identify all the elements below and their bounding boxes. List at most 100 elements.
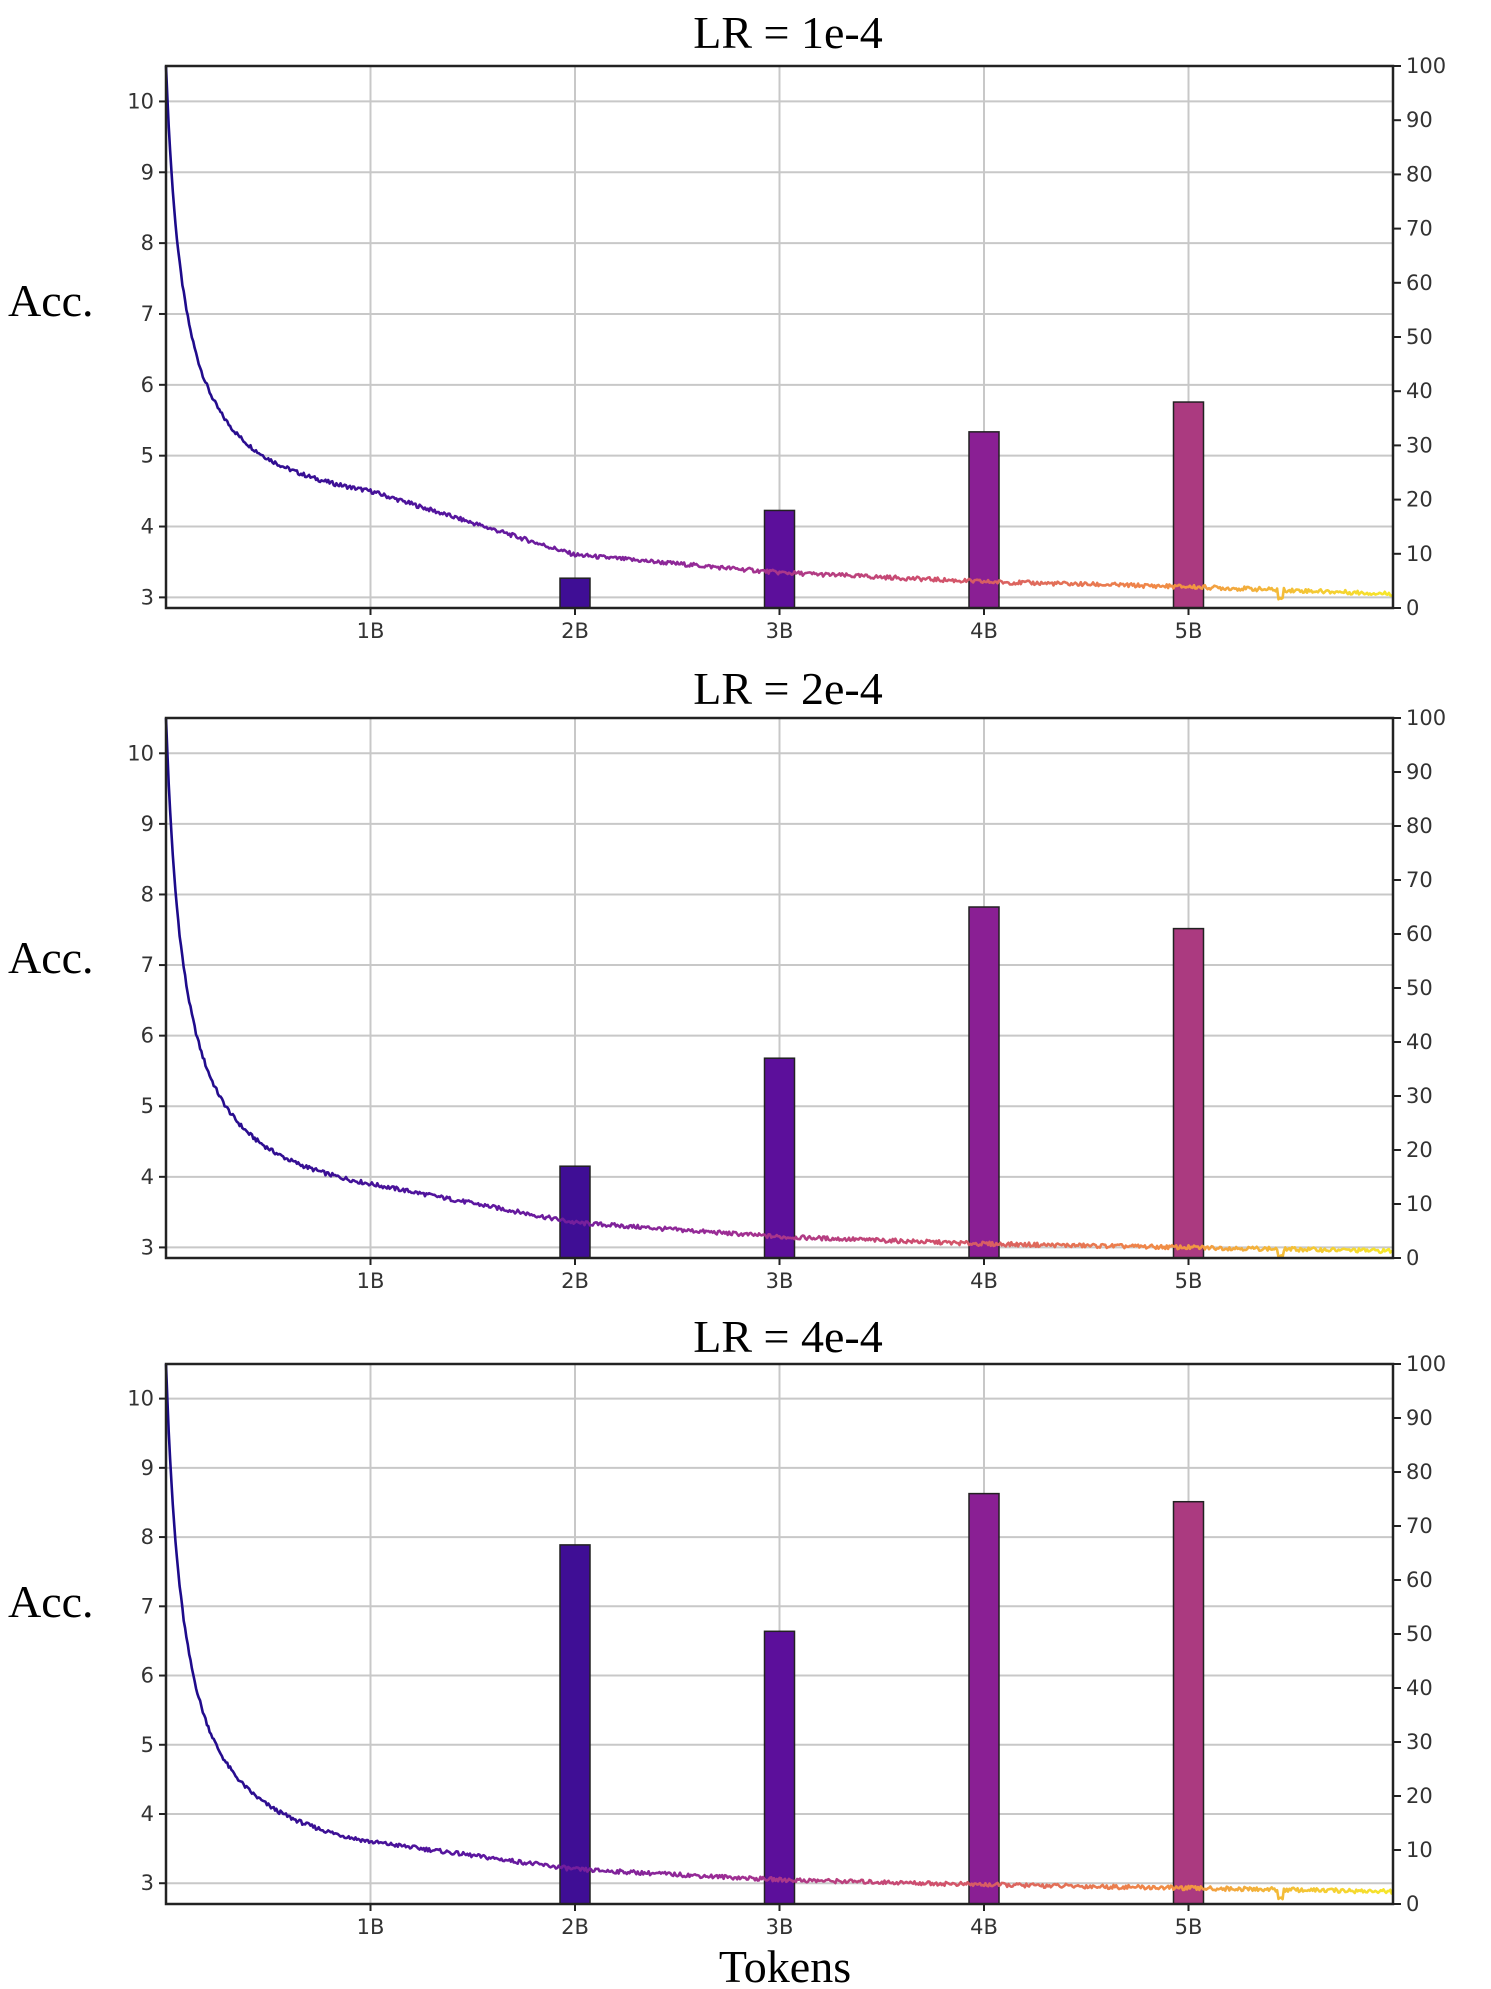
right-tick-label: 80	[1406, 162, 1433, 186]
right-tick-label: 80	[1406, 1460, 1433, 1484]
x-tick-label: 2B	[561, 619, 589, 643]
left-tick-label: 9	[141, 1456, 154, 1480]
axis-ticks: 1B 2B 3B 4B 5B345678910010203040506070809010…	[127, 1352, 1446, 1939]
left-tick-label: 9	[141, 812, 154, 836]
right-tick-label: 50	[1406, 325, 1433, 349]
x-tick-label: 2B	[561, 1915, 589, 1939]
right-tick-label: 0	[1406, 596, 1419, 620]
left-tick-label: 4	[141, 1802, 154, 1826]
loss-curve	[164, 1363, 1395, 1901]
accuracy-bar-5B	[1172, 401, 1205, 609]
right-tick-label: 50	[1406, 976, 1433, 1000]
accuracy-bar-3B	[763, 509, 796, 609]
right-tick-label: 0	[1406, 1246, 1419, 1270]
panel-lr-1e-4: LR = 1e-4 Acc. 1B 2B 3B 4B 5B345678910010203…	[8, 7, 1446, 643]
x-tick-label: 3B	[766, 1269, 794, 1293]
right-tick-label: 90	[1406, 1406, 1433, 1430]
x-tick-label: 5B	[1175, 1915, 1203, 1939]
x-tick-label: 1B	[357, 1269, 385, 1293]
x-tick-label: 1B	[357, 619, 385, 643]
accuracy-bar-2B	[559, 1165, 591, 1259]
left-tick-label: 8	[141, 1525, 154, 1549]
right-tick-label: 60	[1406, 1568, 1433, 1592]
accuracy-bar-3B	[763, 1630, 796, 1905]
right-tick-label: 90	[1406, 108, 1433, 132]
x-tick-label: 4B	[970, 619, 998, 643]
left-tick-label: 10	[127, 89, 154, 113]
right-tick-label: 30	[1406, 1730, 1433, 1754]
right-tick-label: 20	[1406, 1784, 1433, 1808]
panel-title: LR = 2e-4	[693, 663, 882, 714]
right-tick-label: 40	[1406, 1030, 1433, 1054]
right-tick-label: 90	[1406, 760, 1433, 784]
x-tick-label: 5B	[1175, 619, 1203, 643]
right-tick-label: 40	[1406, 1676, 1433, 1700]
left-tick-label: 3	[141, 1235, 154, 1259]
left-tick-label: 8	[141, 231, 154, 255]
right-tick-label: 60	[1406, 922, 1433, 946]
loss-curve-line	[164, 65, 1394, 601]
accuracy-bar-2B	[559, 1544, 591, 1905]
left-tick-label: 10	[127, 741, 154, 765]
panel-title: LR = 4e-4	[693, 1311, 882, 1362]
y-axis-label: Acc.	[8, 1576, 94, 1627]
right-tick-label: 60	[1406, 271, 1433, 295]
accuracy-bar-2B	[559, 577, 591, 609]
y-axis-label: Acc.	[8, 932, 94, 983]
right-tick-label: 40	[1406, 379, 1433, 403]
accuracy-bar-3B	[763, 1057, 796, 1259]
accuracy-bar-5B	[1172, 927, 1205, 1259]
accuracy-bars	[559, 906, 1205, 1259]
left-tick-label: 6	[141, 373, 154, 397]
x-tick-label: 1B	[357, 1915, 385, 1939]
left-tick-label: 5	[141, 1733, 154, 1757]
right-tick-label: 0	[1406, 1892, 1419, 1916]
axis-ticks: 1B 2B 3B 4B 5B345678910010203040506070809010…	[127, 706, 1446, 1293]
loss-curve-line	[164, 1363, 1395, 1901]
left-tick-label: 5	[141, 444, 154, 468]
left-tick-label: 7	[141, 953, 154, 977]
left-tick-label: 3	[141, 1871, 154, 1895]
x-tick-label: 4B	[970, 1269, 998, 1293]
left-tick-label: 7	[141, 1594, 154, 1618]
right-tick-label: 70	[1406, 868, 1433, 892]
x-tick-label: 2B	[561, 1269, 589, 1293]
right-tick-label: 70	[1406, 1514, 1433, 1538]
left-tick-label: 8	[141, 882, 154, 906]
x-tick-label: 3B	[766, 619, 794, 643]
left-tick-label: 6	[141, 1024, 154, 1048]
left-tick-label: 5	[141, 1094, 154, 1118]
loss-curve-line	[164, 717, 1394, 1259]
y-axis-label: Acc.	[8, 275, 94, 326]
right-tick-label: 30	[1406, 1084, 1433, 1108]
right-tick-label: 10	[1406, 1192, 1433, 1216]
right-tick-label: 10	[1406, 1838, 1433, 1862]
left-tick-label: 9	[141, 160, 154, 184]
right-tick-label: 100	[1406, 706, 1446, 730]
right-tick-label: 50	[1406, 1622, 1433, 1646]
accuracy-bar-4B	[968, 1492, 1000, 1905]
right-tick-label: 10	[1406, 542, 1433, 566]
plot-frame	[164, 1362, 1395, 1906]
right-tick-label: 20	[1406, 488, 1433, 512]
x-tick-label: 3B	[766, 1915, 794, 1939]
plot-frame	[164, 64, 1395, 610]
left-tick-label: 4	[141, 515, 154, 539]
accuracy-bars	[559, 401, 1205, 609]
left-tick-label: 3	[141, 585, 154, 609]
right-tick-label: 20	[1406, 1138, 1433, 1162]
accuracy-bars	[559, 1492, 1205, 1905]
right-tick-label: 30	[1406, 433, 1433, 457]
left-tick-label: 7	[141, 302, 154, 326]
accuracy-bar-4B	[968, 431, 1000, 609]
x-axis-label: Tokens	[719, 1941, 851, 1989]
left-tick-label: 6	[141, 1664, 154, 1688]
right-tick-label: 100	[1406, 54, 1446, 78]
axis-ticks: 1B 2B 3B 4B 5B345678910010203040506070809010…	[127, 54, 1446, 643]
panel-lr-4e-4: LR = 4e-4 Acc. 1B 2B 3B 4B 5B345678910010203…	[8, 1311, 1446, 1989]
right-tick-label: 100	[1406, 1352, 1446, 1376]
right-tick-label: 70	[1406, 217, 1433, 241]
accuracy-bar-4B	[968, 906, 1000, 1259]
x-tick-label: 5B	[1175, 1269, 1203, 1293]
